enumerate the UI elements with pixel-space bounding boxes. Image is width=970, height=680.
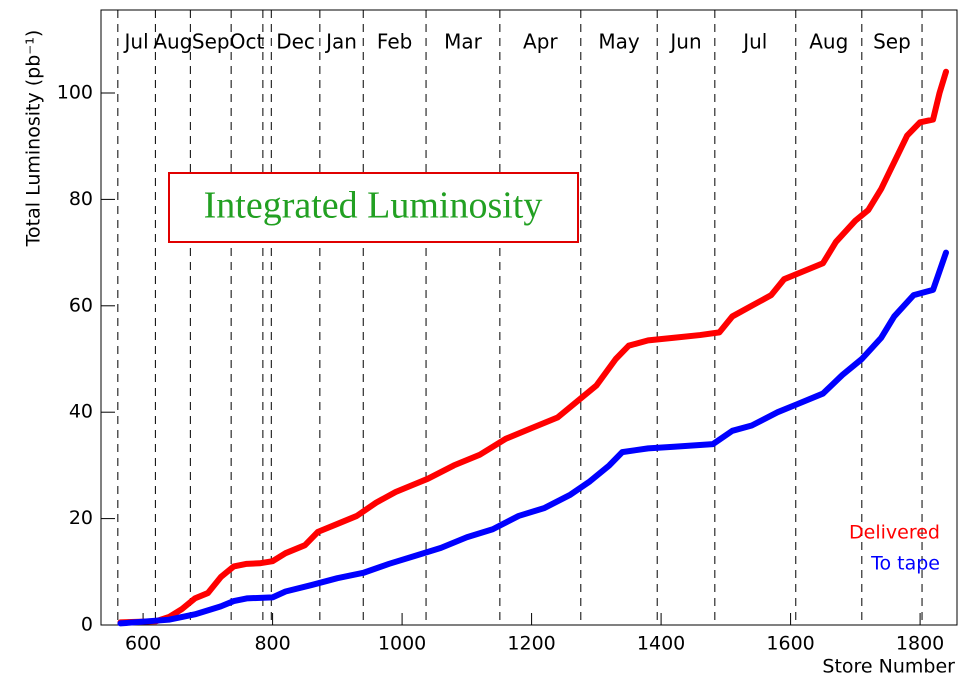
y-tick-label: 60 <box>69 294 93 316</box>
x-tick-label: 1600 <box>766 633 814 655</box>
legend-entry: Delivered <box>849 522 940 544</box>
y-axis-label: Total Luminosity (pb⁻¹) <box>23 30 45 248</box>
month-label: Aug <box>153 30 192 54</box>
y-tick-label: 20 <box>69 507 93 529</box>
month-label: Jun <box>668 30 701 54</box>
x-tick-label: 600 <box>125 633 161 655</box>
title-box <box>168 172 579 243</box>
month-label: Sep <box>192 30 230 54</box>
x-tick-label: 1000 <box>378 633 426 655</box>
data-line <box>117 249 949 627</box>
x-tick-label: 1200 <box>507 633 555 655</box>
month-label: Aug <box>809 30 848 54</box>
x-tick-label: 1400 <box>637 633 685 655</box>
y-tick-label: 100 <box>57 81 93 103</box>
y-tick-label: 0 <box>81 614 93 636</box>
plot-frame <box>100 9 958 626</box>
month-label: Apr <box>523 30 558 54</box>
month-label: Jul <box>123 30 149 54</box>
month-label: Sep <box>873 30 911 54</box>
month-label: Jan <box>324 30 357 54</box>
x-tick-label: 800 <box>254 633 290 655</box>
month-label: Dec <box>276 30 315 54</box>
month-label: Feb <box>377 30 412 54</box>
y-tick-label: 80 <box>69 188 93 210</box>
month-label: Mar <box>444 30 483 54</box>
legend-entry: To tape <box>870 553 940 575</box>
month-label: Oct <box>230 30 265 54</box>
month-label: Jul <box>741 30 767 54</box>
x-axis-label: Store Number <box>822 656 955 678</box>
x-tick-label: 1800 <box>896 633 944 655</box>
month-label: May <box>598 30 640 54</box>
chart-title: Integrated Luminosity <box>204 185 543 227</box>
data-line <box>117 68 949 626</box>
y-tick-label: 40 <box>69 401 93 423</box>
